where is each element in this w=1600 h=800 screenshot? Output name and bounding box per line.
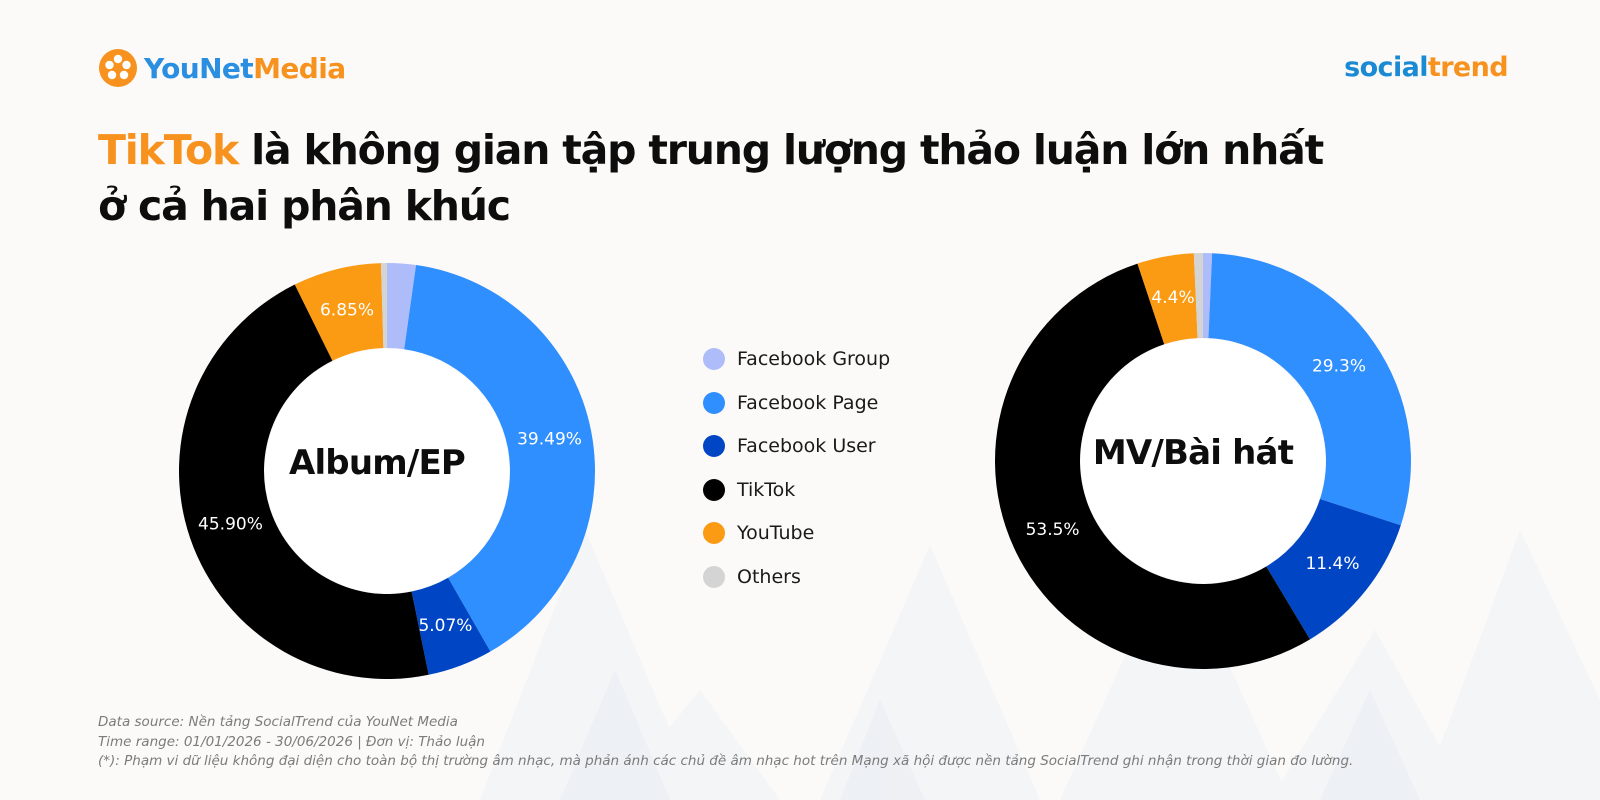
- footnote-time-range: Time range: 01/01/2026 - 30/06/2026 | Đơ…: [98, 733, 485, 750]
- title-line1-rest: là không gian tập trung lượng thảo luận …: [238, 126, 1324, 174]
- chart-legend: Facebook Group Facebook Page Facebook User…: [703, 348, 890, 609]
- legend-swatch: [703, 391, 725, 414]
- legend-item-tiktok: TikTok: [703, 478, 890, 501]
- legend-swatch: [703, 478, 725, 501]
- slice-label: 5.07%: [418, 616, 472, 636]
- donut-center-label: Album/EP: [289, 443, 465, 483]
- donut-chart-1: 39.49% 5.07% 45.90% 6.85% Album/EP: [179, 263, 596, 679]
- legend-label: YouTube: [737, 522, 815, 544]
- legend-item-facebook-group: Facebook Group: [703, 348, 890, 370]
- slice-label: 29.3%: [1312, 357, 1366, 377]
- donut-center-label: MV/Bài hát: [1093, 433, 1294, 473]
- footnote-disclaimer: (*): Phạm vi dữ liệu không đại diện cho …: [98, 753, 1354, 769]
- slice-tiktok: [995, 263, 1311, 669]
- brand-right-part-b: trend: [1427, 52, 1509, 83]
- younet-media-logo: YouNetMedia: [98, 48, 346, 88]
- legend-item-facebook-user: Facebook User: [703, 435, 890, 457]
- brand-right-part-a: social: [1344, 52, 1428, 83]
- slice-label: 45.90%: [198, 515, 263, 535]
- donut-hole: [265, 349, 509, 593]
- legend-item-facebook-page: Facebook Page: [703, 391, 890, 414]
- title-line2: ở cả hai phân khúc: [98, 182, 511, 230]
- slice-label: 53.5%: [1026, 520, 1080, 540]
- slice-facebook-user: [1266, 499, 1401, 640]
- socialtrend-logo: socialtrend: [1344, 52, 1508, 83]
- legend-label: Others: [737, 565, 801, 588]
- slice-facebook-group: [387, 263, 417, 350]
- younet-flower-logo-icon: [99, 49, 137, 87]
- slice-label: 4.4%: [1151, 288, 1194, 308]
- legend-item-youtube: YouTube: [703, 522, 890, 544]
- legend-swatch: [703, 348, 725, 370]
- slice-facebook-page: [1208, 253, 1411, 526]
- slice-label: 11.4%: [1305, 554, 1359, 574]
- title-highlight: TikTok: [98, 126, 239, 174]
- legend-label: Facebook Page: [737, 391, 879, 414]
- slice-others: [1193, 253, 1203, 339]
- slice-tiktok: [179, 284, 429, 679]
- donut-chart-2: 29.3% 11.4% 53.5% 4.4% MV/Bài hát: [995, 253, 1411, 669]
- slice-facebook-group: [1203, 253, 1213, 339]
- slice-label: 6.85%: [320, 300, 374, 320]
- footnotes: Data source: Nền tảng SocialTrend của Yo…: [98, 713, 1353, 772]
- legend-item-others: Others: [703, 565, 890, 588]
- legend-label: Facebook Group: [737, 348, 891, 370]
- legend-label: Facebook User: [737, 435, 876, 457]
- slice-facebook-page: [404, 265, 596, 652]
- slice-label: 39.49%: [517, 430, 582, 450]
- page-title: TikTok là không gian tập trung lượng thả…: [98, 122, 1358, 234]
- donut-hole: [1081, 339, 1325, 583]
- slice-others: [380, 263, 387, 349]
- slice-facebook-user: [411, 577, 491, 675]
- brand-left-part-a: YouNet: [144, 51, 254, 85]
- legend-label: TikTok: [737, 478, 796, 501]
- footnote-source: Data source: Nền tảng SocialTrend của Yo…: [98, 714, 458, 730]
- legend-swatch: [703, 522, 725, 544]
- legend-swatch: [703, 565, 725, 588]
- brand-left-part-b: Media: [253, 51, 346, 85]
- slice-youtube: [1137, 253, 1198, 345]
- legend-swatch: [703, 435, 725, 457]
- slice-youtube: [294, 263, 384, 361]
